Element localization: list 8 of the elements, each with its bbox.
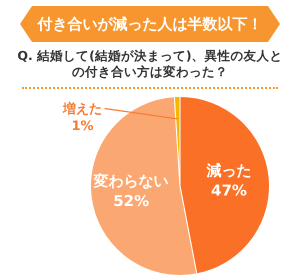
- chart-subtitle: Q. 結婚して(結婚が決まって)、異性の友人との付き合い方は変わった？: [16, 48, 284, 80]
- slice-label: 減った: [206, 161, 252, 180]
- data-label: 1%: [71, 118, 94, 134]
- chart-title: 付き合いが減った人は半数以下！: [20, 6, 280, 42]
- slice-label: 変わらない: [92, 172, 169, 190]
- slice-label: 増えた: [62, 100, 102, 117]
- data-label: 52%: [113, 192, 150, 210]
- data-label: 47%: [211, 181, 247, 200]
